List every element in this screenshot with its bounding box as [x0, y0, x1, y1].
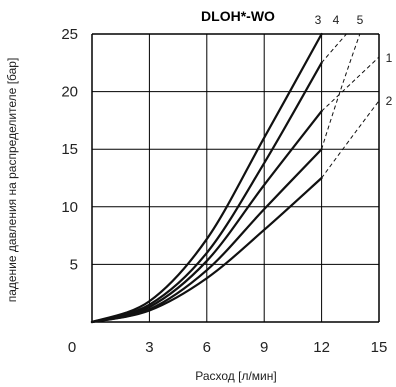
y-axis-label: падение давления на распределителе [бар]	[5, 58, 19, 303]
series-line-4	[90, 61, 323, 324]
curve-label-5: 5	[357, 13, 364, 27]
tick-labels: 0 3 6 9 12 15 5 10 15 20 25	[61, 26, 387, 356]
x-tick-label-12: 12	[313, 339, 330, 356]
x-tick-label-15: 15	[371, 339, 388, 356]
curve-label-3: 3	[315, 13, 322, 27]
series-extension-2	[321, 100, 380, 179]
series-extension-1	[321, 56, 380, 112]
y-tick-label-20: 20	[61, 84, 78, 101]
curve-label-1: 1	[386, 51, 393, 65]
curve-label-4: 4	[333, 13, 340, 27]
y-tick-label-10: 10	[61, 199, 78, 216]
series-extension-4	[321, 33, 347, 64]
x-tick-label-9: 9	[260, 339, 268, 356]
x-tick-label-0: 0	[68, 339, 76, 356]
x-tick-label-6: 6	[203, 339, 211, 356]
grid	[91, 33, 380, 323]
curve-label-2: 2	[386, 94, 393, 108]
series-extension-5	[321, 33, 361, 150]
y-tick-label-15: 15	[61, 141, 78, 158]
series-line-3	[90, 32, 323, 324]
y-tick-label-5: 5	[70, 256, 78, 273]
series-group	[90, 32, 380, 324]
series-line-1	[90, 110, 323, 324]
curve-labels: 1 2 3 4 5	[315, 13, 393, 108]
series-line-5	[90, 148, 323, 324]
x-axis-label: Расход [л/мин]	[195, 369, 276, 383]
x-tick-label-3: 3	[145, 339, 153, 356]
y-tick-label-25: 25	[61, 26, 78, 43]
chart-title: DLOH*-WO	[201, 8, 275, 24]
